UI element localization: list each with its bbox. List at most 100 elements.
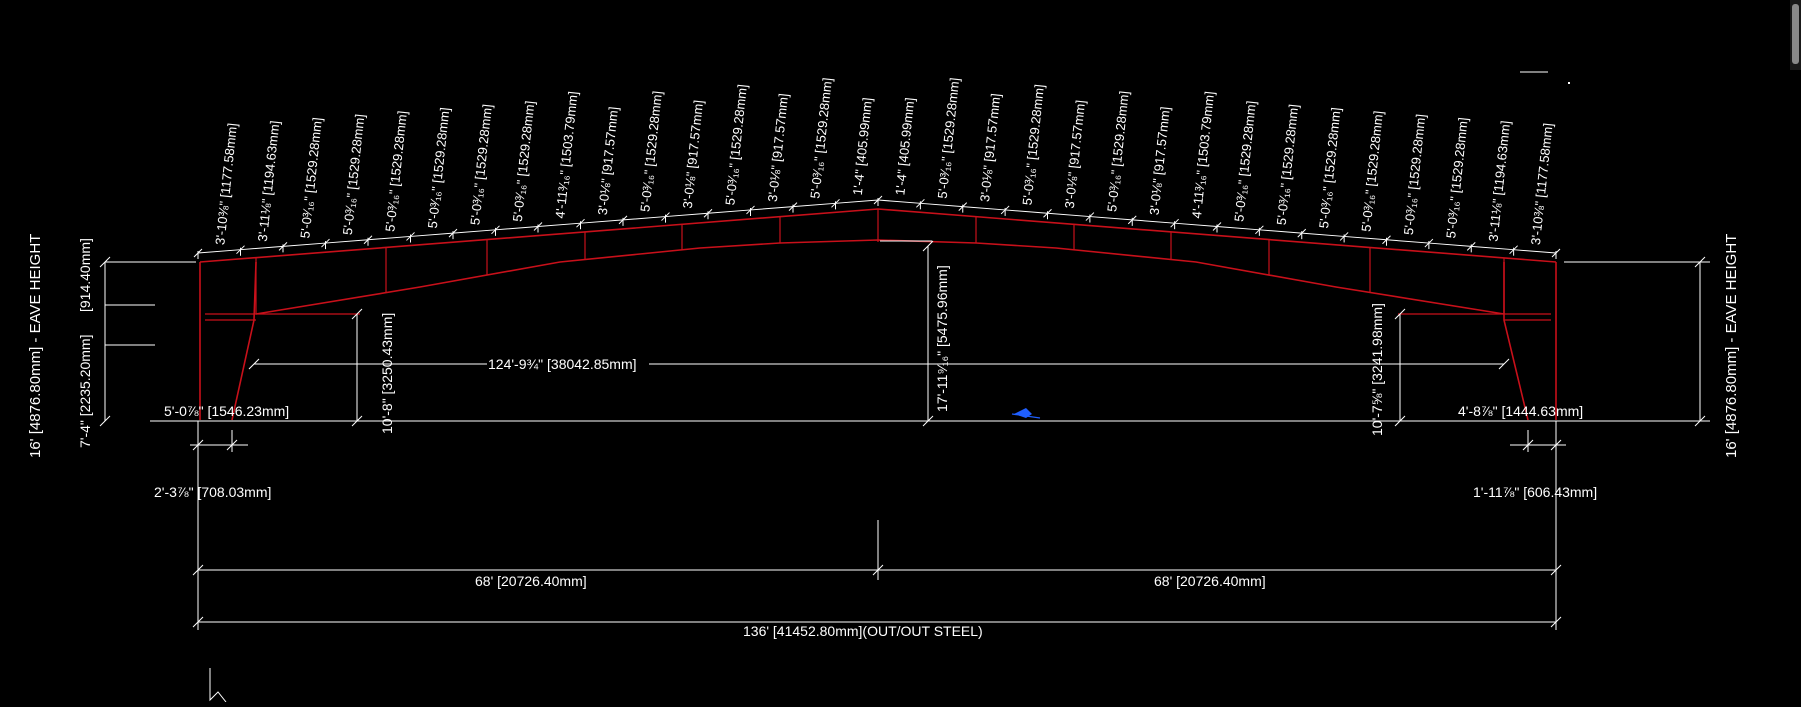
left-column-inner — [231, 261, 257, 421]
rafter-segment-label: 5'-0³⁄₁₆" [1529.28mm] — [467, 103, 495, 225]
rafter-tick-mark — [661, 212, 670, 221]
right-column-inner — [1503, 262, 1529, 421]
rafter-segment-label: 5'-0³⁄₁₆" [1529.28mm] — [510, 100, 538, 222]
left-base-label: 2'-3⅞" [708.03mm] — [154, 484, 271, 500]
rafter-segment-label: 5'-0³⁄₁₆" [1529.28mm] — [807, 77, 835, 199]
rafter-tick-mark — [1509, 245, 1518, 255]
left-height-a-label: 7'-4" [2235.20mm] — [77, 335, 93, 448]
rafter-segment-label: 3'-0⅛" [917.57mm] — [1147, 106, 1173, 216]
rafter-tick-mark — [1212, 222, 1222, 231]
eave-height-right: 16' [4876.80mm] - EAVE HEIGHT — [1564, 234, 1740, 458]
rafter-segment-label: 3'-0⅛" [917.57mm] — [680, 99, 706, 209]
rafter-tick-mark — [321, 238, 330, 248]
rafter-tick-mark — [916, 198, 925, 208]
rafter-dimension-line — [197, 199, 1557, 254]
rafter-tick-mark — [363, 235, 373, 245]
overall-span-dim: 136' [41452.80mm](OUT/OUT STEEL) — [192, 616, 1562, 639]
grip-dot — [1568, 82, 1570, 84]
rafter-tick-mark — [1170, 218, 1179, 228]
rafter-segment-label: 5'-0³⁄₁₆" [1529.28mm] — [1274, 103, 1302, 225]
rafter-segment-label: 3'-11⅛" [1194.63mm] — [1486, 120, 1514, 242]
left-column-height-label: 10'-8" [3250.43mm] — [379, 313, 395, 434]
rafter-segment-label: 1'-4" [405.99mm] — [892, 97, 917, 196]
rafter-segment-label: 5'-0³⁄₁₆" [1529.28mm] — [1019, 83, 1047, 205]
rafter-tick-mark — [788, 202, 798, 211]
rafter-segment-label: 5'-0³⁄₁₆" [1529.28mm] — [340, 113, 368, 235]
rafter-bottom-chord — [255, 239, 1505, 315]
rafter-segment-label: 5'-0³⁄₁₆" [1529.28mm] — [1401, 113, 1429, 235]
rafter-segment-label: 1'-4" [405.99mm] — [850, 97, 875, 196]
clear-span-label: 124'-9¾" [38042.85mm] — [488, 356, 637, 372]
rafter-segment-label: 5'-0³⁄₁₆" [1529.28mm] — [1358, 110, 1386, 232]
rafter-tick-mark — [491, 225, 500, 235]
rafter-segment-label: 5'-0³⁄₁₆" [1529.28mm] — [382, 110, 410, 232]
rafter-tick-mark — [1043, 208, 1052, 218]
rafter-tick-mark — [618, 215, 628, 225]
half-span-right-label: 68' [20726.40mm] — [1154, 573, 1266, 589]
right-column-height-dim: 10'-7⅝" [3241.98mm] — [1369, 303, 1406, 436]
rafter-segment-label: 5'-0³⁄₁₆" [1529.28mm] — [637, 90, 665, 212]
left-haunch-label: 5'-0⅞" [1546.23mm] — [164, 403, 289, 419]
rafter-tick-mark — [831, 198, 840, 208]
rafter-tick-mark — [1000, 205, 1010, 215]
rafter-dimension-labels: 3'-10⅜" [1177.58mm] 3'-11⅛" [1194.63mm] 5'… — [212, 77, 1555, 246]
rafter-tick-mark — [406, 232, 415, 241]
ucs-marker-icon — [1011, 408, 1041, 419]
rafter-segment-label: 5'-0³⁄₁₆" [1529.28mm] — [1104, 90, 1132, 212]
rafter-tick-mark — [746, 205, 755, 215]
rafter-tick-mark — [1339, 232, 1349, 241]
rafter-tick-mark — [873, 195, 883, 205]
rafter-tick-mark — [576, 218, 585, 228]
rafter-segment-label: 5'-0³⁄₁₆" [1529.28mm] — [1231, 100, 1259, 222]
rafter-segment-label: 5'-0³⁄₁₆" [1529.28mm] — [297, 117, 325, 239]
rafter-tick-mark — [448, 228, 458, 238]
left-column-height-dim: 10'-8" [3250.43mm] — [351, 308, 395, 434]
rafter-tick-mark — [1085, 212, 1095, 221]
rafter-tick-mark — [1551, 248, 1561, 258]
rafter-tick-mark — [1382, 235, 1391, 245]
rafter-stiffeners — [255, 216, 1505, 314]
rafter-segment-label: 4'-11³⁄₁₆" [1503.79mm] — [552, 91, 580, 220]
cursor-arrow-icon — [209, 668, 227, 703]
ridge-height-dim: 17'-11⁹⁄₁₆" [5475.96mm] — [922, 240, 950, 427]
half-span-left-label: 68' [20726.40mm] — [475, 573, 587, 589]
rafter-tick-mark — [1255, 225, 1264, 235]
rafter-segment-label: 3'-0⅛" [917.57mm] — [595, 106, 621, 216]
rafter-segment-label: 3'-0⅛" [917.57mm] — [977, 93, 1003, 203]
rafter-tick-mark — [533, 222, 543, 231]
rafter-segment-label: 5'-0³⁄₁₆" [1529.28mm] — [425, 107, 453, 229]
rafter-segment-label: 3'-0⅛" [917.57mm] — [1062, 99, 1088, 209]
overall-span-label: 136' [41452.80mm](OUT/OUT STEEL) — [743, 623, 983, 639]
right-base-label: 1'-11⅞" [606.43mm] — [1473, 484, 1597, 500]
scrollbar-thumb[interactable] — [1792, 4, 1799, 64]
left-height-b-label: [914.40mm] — [77, 238, 93, 312]
rafter-segment-label: 4'-11³⁄₁₆" [1503.79mm] — [1189, 91, 1217, 220]
rafter-dimension-chain — [193, 195, 1561, 259]
rafter-tick-mark — [1424, 238, 1434, 248]
rafter-segment-label: 3'-0⅛" [917.57mm] — [765, 93, 791, 203]
eave-height-left-label: 16' [4876.80mm] - EAVE HEIGHT — [27, 234, 44, 458]
rafter-tick-mark — [1466, 242, 1476, 251]
rafter-tick-mark — [703, 208, 713, 218]
rafter-segment-label: 5'-0³⁄₁₆" [1529.28mm] — [722, 83, 750, 205]
rafter-segment-label: 3'-10⅜" [1177.58mm] — [212, 122, 240, 245]
rafter-segment-label: 5'-0³⁄₁₆" [1529.28mm] — [1316, 107, 1344, 229]
ridge-height-label: 17'-11⁹⁄₁₆" [5475.96mm] — [934, 265, 950, 412]
rafter-segment-label: 5'-0³⁄₁₆" [1529.28mm] — [1443, 117, 1471, 239]
rafter-tick-mark — [236, 245, 245, 255]
rafter-tick-mark — [193, 248, 203, 258]
left-base-dim: 2'-3⅞" [708.03mm] — [154, 430, 271, 500]
vertical-scrollbar[interactable] — [1790, 0, 1801, 70]
rafter-segment-label: 5'-0³⁄₁₆" [1529.28mm] — [935, 77, 963, 199]
right-haunch-label: 4'-8⅞" [1444.63mm] — [1458, 403, 1583, 419]
steel-frame — [199, 208, 1557, 421]
half-span-dims: 68' [20726.40mm] 68' [20726.40mm] — [192, 421, 1562, 630]
rafter-segment-label: 3'-11⅛" [1194.63mm] — [255, 120, 283, 242]
eave-height-right-label: 16' [4876.80mm] - EAVE HEIGHT — [1723, 234, 1740, 458]
rafter-segment-label: 3'-10⅜" [1177.58mm] — [1528, 122, 1556, 245]
rafter-tick-mark — [958, 202, 968, 211]
rafter-tick-mark — [1127, 215, 1137, 225]
right-base-dim: 1'-11⅞" [606.43mm] — [1473, 430, 1597, 500]
